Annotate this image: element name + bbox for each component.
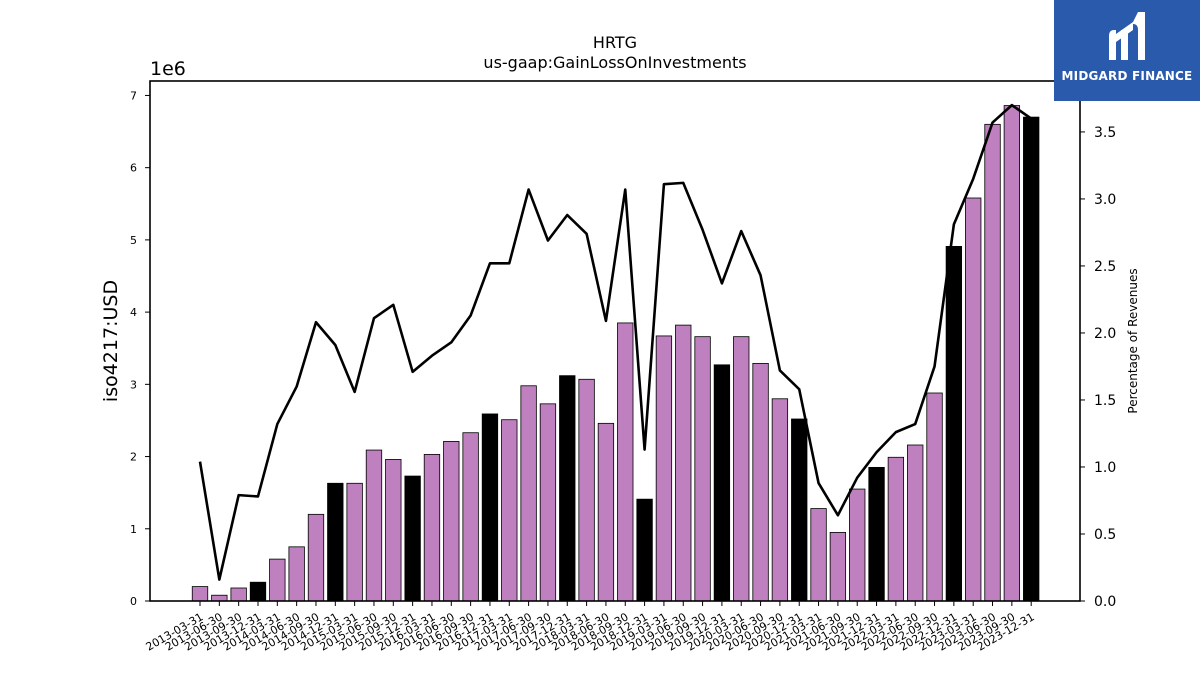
bar [636, 498, 653, 602]
bar [443, 440, 460, 602]
y-axis-right: 0.0 0.5 1.0 1.5 2.0 2.5 3.0 3.5 [1080, 125, 1116, 610]
bar [346, 482, 363, 602]
bar [288, 546, 305, 602]
bar [462, 432, 479, 602]
y2-tick-label: 0.0 [1094, 594, 1116, 610]
bar [211, 594, 228, 602]
y-tick-label: 2 [130, 451, 137, 464]
y2-tick-label: 2.5 [1094, 259, 1116, 275]
bar [365, 449, 383, 602]
y-axis-left: 0 1 2 3 4 5 6 7 [130, 89, 150, 608]
y-axis-label: iso4217:USD [100, 280, 122, 402]
y2-tick-label: 1.0 [1094, 460, 1116, 476]
bar [559, 375, 576, 602]
bar [655, 335, 673, 602]
y2-axis-label: Percentage of Revenues [1126, 268, 1140, 413]
y-tick-label: 3 [130, 378, 137, 391]
bar [578, 378, 595, 602]
bar [1023, 116, 1040, 602]
bar [307, 513, 325, 602]
bar [829, 531, 847, 602]
midgard-finance-logo: MIDGARD FINANCE [1054, 0, 1200, 101]
line-series [198, 103, 1032, 581]
y-offset-label: 1e6 [150, 58, 186, 80]
bar [269, 558, 286, 602]
bar [385, 459, 402, 602]
chart-title: HRTG [593, 33, 637, 52]
bar [791, 418, 808, 602]
bar [1003, 105, 1021, 602]
plot-frame [149, 80, 1081, 602]
y-tick-label: 7 [130, 89, 137, 102]
bar [520, 385, 537, 602]
chart-subtitle: us-gaap:GainLossOnInvestments [483, 53, 746, 72]
bar [481, 413, 499, 602]
bar [230, 587, 247, 602]
bar [849, 488, 866, 602]
bar [327, 482, 344, 602]
bar [907, 444, 924, 602]
bar [617, 322, 634, 602]
y2-tick-label: 3.5 [1094, 125, 1116, 141]
bar [810, 508, 827, 602]
y2-tick-label: 2.0 [1094, 326, 1116, 342]
bar [945, 245, 963, 602]
bar [752, 362, 769, 602]
bar [887, 456, 905, 602]
bar [868, 466, 885, 602]
bar [501, 419, 518, 602]
bar [771, 398, 789, 602]
percentage-line [198, 103, 1032, 581]
y-tick-label: 1 [130, 523, 137, 536]
bar [539, 403, 557, 602]
bar [713, 364, 731, 602]
x-axis: 2013-03-312013-06-302013-09-302013-12-31… [144, 601, 1037, 654]
bar [423, 453, 441, 602]
bar [926, 392, 943, 602]
bar [404, 475, 421, 602]
bar [249, 581, 267, 602]
y-tick-label: 6 [130, 162, 137, 175]
y2-tick-label: 0.5 [1094, 527, 1116, 543]
bar [733, 336, 750, 602]
midgard-logo-icon [1109, 12, 1145, 60]
y-tick-label: 0 [130, 595, 137, 608]
bar [675, 324, 692, 602]
bar [984, 123, 1001, 602]
bar-series [191, 105, 1040, 602]
bar [694, 336, 711, 602]
bar [191, 586, 209, 602]
y2-tick-label: 1.5 [1094, 393, 1116, 409]
y-tick-label: 5 [130, 234, 137, 247]
bar [597, 422, 615, 602]
brand-name: MIDGARD FINANCE [1061, 69, 1193, 83]
bar [965, 197, 982, 602]
y2-tick-label: 3.0 [1094, 192, 1116, 208]
y-tick-label: 4 [130, 306, 137, 319]
